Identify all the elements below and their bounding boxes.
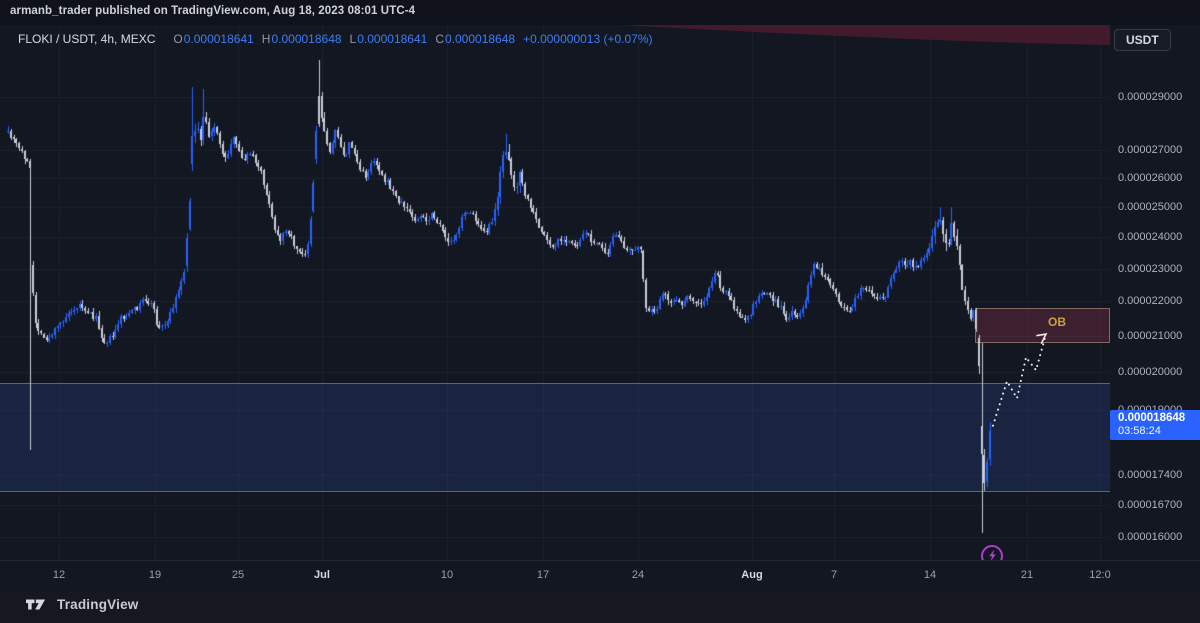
time-tick-label: Jul: [314, 569, 330, 581]
low-value: 0.000018641: [357, 32, 428, 46]
price-tick-label: 0.000020000: [1118, 365, 1183, 378]
time-axis[interactable]: 12 19 25 Jul 10 17 24 Aug 7 14 21 12:0: [0, 560, 1200, 591]
price-tick-label: 0.000024000: [1118, 231, 1183, 244]
last-price-value: 0.000018648: [1118, 411, 1186, 424]
time-tick-label: 12: [52, 569, 66, 581]
publish-banner: armanb_trader published on TradingView.c…: [0, 0, 1200, 25]
time-tick-label: 12:0: [1089, 569, 1111, 581]
price-tick-label: 0.000016000: [1118, 531, 1183, 544]
price-axis[interactable]: USDT 0.000029000 0.000027000 0.000026000 0.…: [1110, 25, 1200, 560]
price-tick-label: 0.000027000: [1118, 143, 1183, 156]
change-value: +0.000000013 (+0.07%): [523, 32, 653, 46]
symbol-title[interactable]: FLOKI / USDT, 4h, MEXC: [18, 32, 156, 46]
time-tick-label: 10: [440, 569, 454, 581]
open-value: 0.000018641: [183, 32, 254, 46]
footer-bar: TradingView: [0, 590, 1200, 623]
order-block-label: OB: [1048, 315, 1066, 330]
low-label: L: [349, 32, 357, 46]
time-tick-label: Aug: [741, 569, 763, 581]
time-tick-label: 25: [231, 569, 245, 581]
lightning-icon[interactable]: [981, 544, 1003, 560]
tradingview-logo-icon: [26, 599, 46, 610]
open-label: O: [173, 32, 183, 46]
price-tick-label: 0.000017400: [1118, 469, 1183, 481]
high-value: 0.000018648: [271, 32, 342, 46]
candlestick-canvas[interactable]: [0, 25, 1110, 560]
high-label: H: [261, 32, 271, 46]
price-tick-label: 0.000023000: [1118, 262, 1183, 275]
price-tick-label: 0.000022000: [1118, 295, 1183, 308]
price-tick-label: 0.000029000: [1118, 91, 1183, 103]
bar-countdown: 03:58:24: [1118, 424, 1161, 437]
publish-banner-text: armanb_trader published on TradingView.c…: [10, 5, 416, 17]
time-tick-label: 17: [536, 569, 550, 581]
time-tick-label: 14: [923, 569, 937, 581]
time-tick-label: 21: [1020, 569, 1034, 581]
price-tick-label: 0.000025000: [1118, 200, 1183, 213]
time-tick-label: 7: [830, 569, 838, 581]
price-tick-label: 0.000021000: [1118, 329, 1183, 342]
time-tick-label: 24: [631, 569, 645, 581]
close-label: C: [435, 32, 444, 46]
chart-pane[interactable]: OB FLOKI / USDT, 4h, MEXC O0.000018641 H0.…: [0, 25, 1111, 560]
price-tick-label: 0.000016700: [1118, 499, 1183, 512]
lightning-bolt-glyph: [988, 549, 996, 560]
price-tick-label: 0.000026000: [1118, 171, 1183, 184]
tradingview-logo-text: TradingView: [57, 597, 139, 612]
close-value: 0.000018648: [444, 32, 516, 46]
currency-button[interactable]: USDT: [1114, 29, 1171, 51]
chart-area: OB FLOKI / USDT, 4h, MEXC O0.000018641 H0.…: [0, 25, 1200, 560]
last-price-badge: 0.000018648 03:58:24: [1110, 409, 1200, 440]
tradingview-brand[interactable]: TradingView: [26, 597, 138, 612]
symbol-legend[interactable]: FLOKI / USDT, 4h, MEXC O0.000018641 H0.000…: [18, 32, 653, 46]
time-tick-label: 19: [148, 569, 162, 581]
